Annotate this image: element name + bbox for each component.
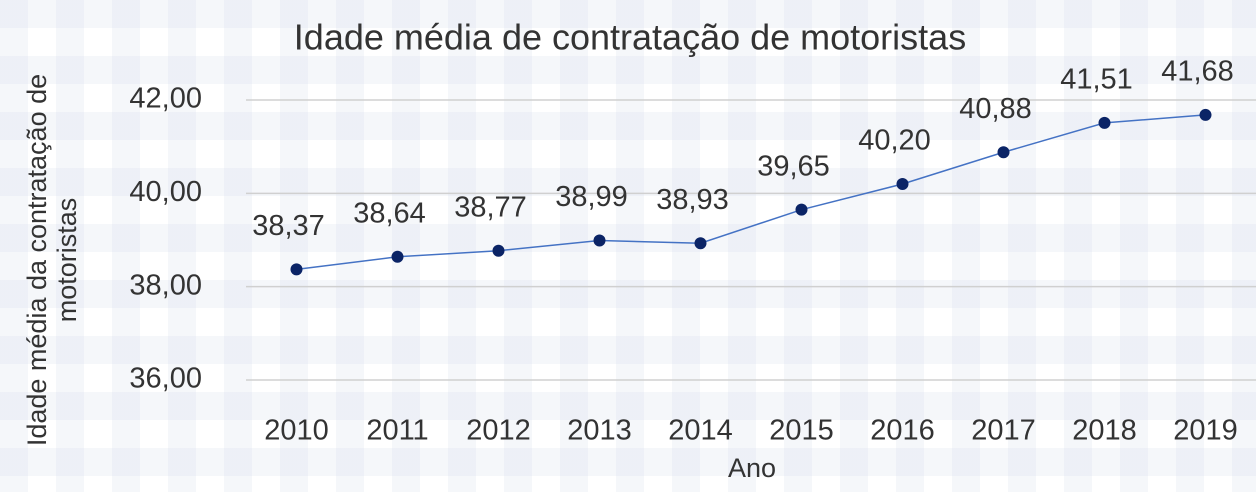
data-point: [492, 244, 505, 257]
data-label: 40,88: [959, 93, 1032, 125]
data-point: [290, 263, 303, 276]
x-axis-title: Ano: [728, 453, 776, 483]
y-tick-label: 42,00: [129, 83, 202, 115]
x-tick-label: 2016: [870, 415, 935, 447]
data-point: [1199, 108, 1212, 121]
x-tick-label: 2015: [769, 415, 834, 447]
x-tick-label: 2010: [264, 415, 329, 447]
x-tick-label: 2018: [1072, 415, 1137, 447]
data-label: 38,99: [555, 181, 628, 213]
data-label: 41,68: [1161, 56, 1234, 88]
data-point: [997, 146, 1010, 159]
data-line: [296, 114, 1206, 271]
data-point: [694, 237, 707, 250]
data-point: [593, 234, 606, 247]
data-label: 38,37: [252, 210, 325, 242]
data-label: 40,20: [858, 125, 931, 157]
data-label: 38,77: [454, 191, 527, 223]
data-label: 38,64: [353, 197, 426, 229]
y-tick-label: 36,00: [129, 363, 202, 395]
data-label: 41,51: [1060, 64, 1133, 96]
data-point: [795, 203, 808, 216]
x-tick-label: 2012: [466, 415, 531, 447]
x-tick-label: 2017: [971, 415, 1036, 447]
x-tick-label: 2013: [567, 415, 632, 447]
x-tick-label: 2014: [668, 415, 733, 447]
x-tick-label: 2011: [366, 415, 428, 447]
data-point: [1098, 116, 1111, 129]
y-axis-title: Idade média da contratação de motoristas: [22, 73, 82, 447]
chart-title: Idade média de contratação de motoristas: [294, 17, 966, 58]
y-tick-label: 40,00: [129, 176, 202, 208]
data-point: [391, 250, 404, 263]
x-tick-label: 2019: [1173, 415, 1238, 447]
data-point: [896, 178, 909, 190]
y-tick-label: 38,00: [129, 269, 202, 301]
data-label: 39,65: [757, 150, 830, 182]
data-label: 38,93: [656, 184, 729, 216]
